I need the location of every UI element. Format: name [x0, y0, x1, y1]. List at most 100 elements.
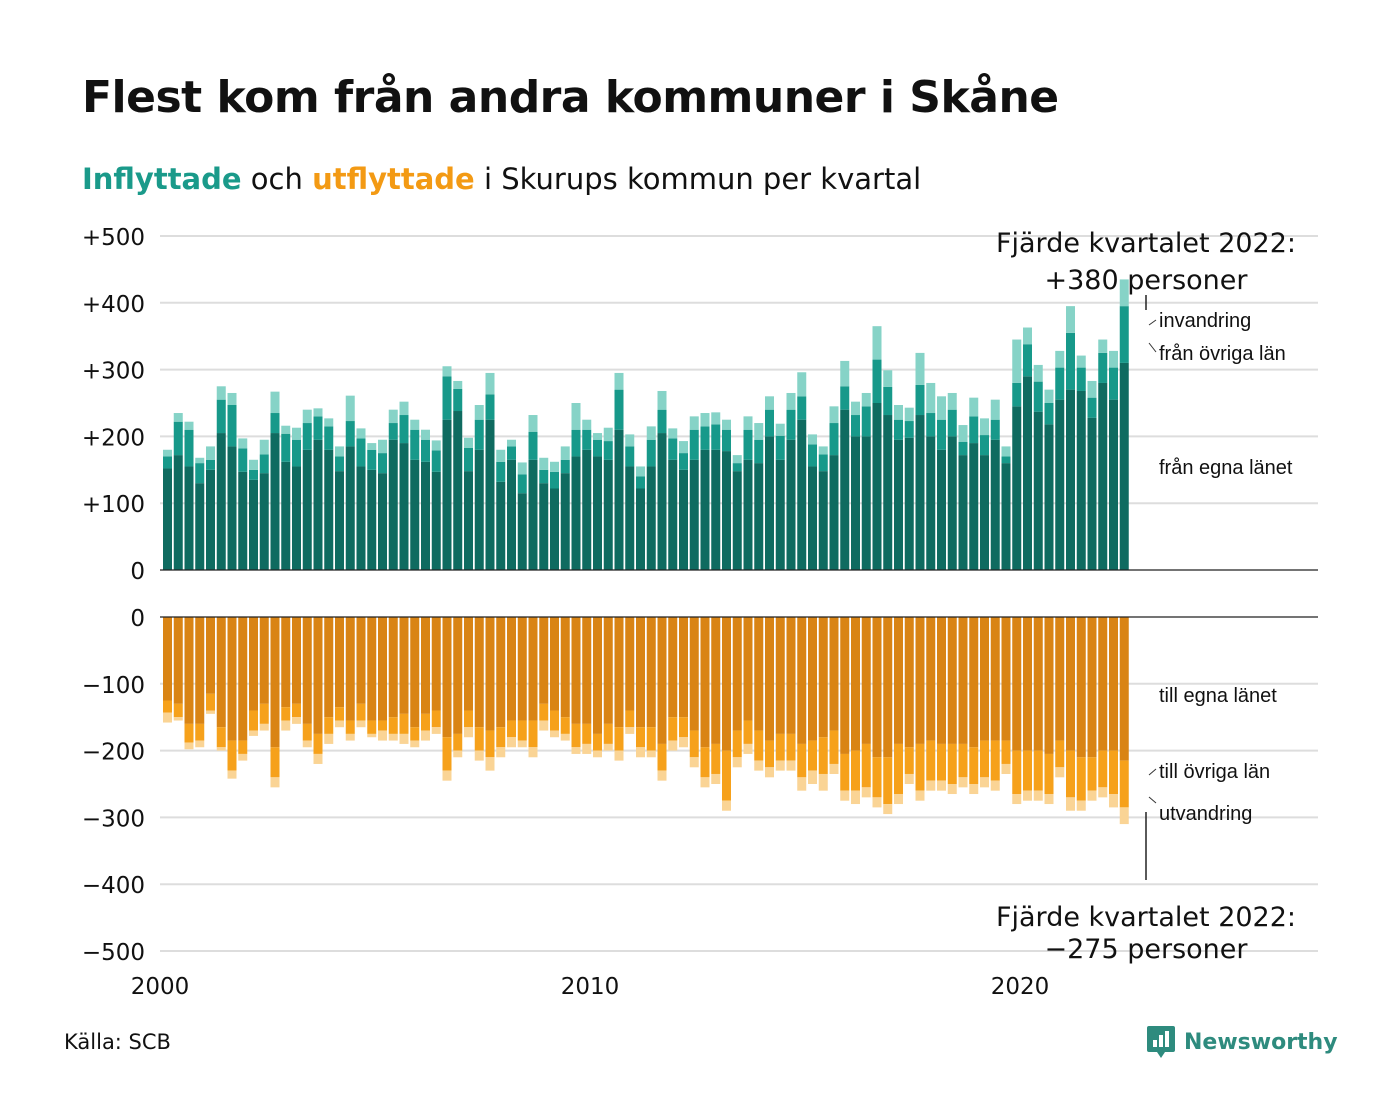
- bar-out-0: [786, 617, 796, 734]
- bar-in-2: [431, 440, 441, 451]
- bar-out-0: [356, 617, 366, 704]
- bar-out-1: [227, 740, 237, 771]
- bar-in-2: [464, 437, 473, 448]
- bar-out-0: [582, 617, 592, 724]
- bar-in-1: [1076, 367, 1086, 391]
- bar-in-2: [829, 406, 839, 424]
- bar-out-0: [797, 617, 807, 744]
- bar-in-2: [356, 428, 366, 439]
- bar-in-1: [431, 450, 441, 472]
- series-label-out: till egna länet: [1159, 685, 1277, 707]
- bar-out-2: [345, 733, 355, 741]
- bar-in-1: [292, 439, 301, 467]
- y-tick-label-bottom: −400: [82, 873, 145, 899]
- bar-in-0: [431, 471, 441, 570]
- subtitle-out-word: utflyttade: [312, 162, 475, 196]
- bar-in-0: [238, 471, 248, 570]
- bar-in-1: [485, 394, 495, 420]
- bar-out-2: [818, 773, 828, 791]
- bar-in-2: [958, 425, 968, 442]
- bar-out-0: [539, 617, 549, 704]
- bar-in-0: [829, 455, 839, 570]
- bar-out-0: [1076, 617, 1086, 758]
- bar-out-2: [743, 743, 753, 754]
- bar-in-1: [625, 446, 635, 467]
- brand-logo: Newsworthy: [1146, 1024, 1338, 1060]
- bar-in-1: [421, 439, 430, 462]
- bar-out-2: [915, 790, 925, 801]
- bar-in-1: [679, 453, 688, 470]
- bar-in-2: [292, 427, 301, 440]
- bar-in-2: [1076, 355, 1086, 368]
- bar-out-2: [840, 790, 850, 801]
- bar-out-1: [711, 743, 721, 774]
- bar-in-0: [313, 439, 323, 570]
- bar-out-0: [259, 617, 269, 704]
- bar-in-2: [216, 386, 226, 400]
- grid-lines: [160, 235, 1318, 952]
- bar-out-0: [453, 617, 463, 734]
- bar-in-0: [743, 459, 753, 570]
- bar-out-2: [904, 773, 914, 784]
- y-tick-label-bottom: −200: [82, 740, 145, 766]
- bar-out-0: [1012, 617, 1022, 751]
- bar-out-0: [926, 617, 936, 741]
- bar-out-2: [356, 720, 366, 728]
- y-tick-label-bottom: −100: [82, 673, 145, 699]
- bar-out-2: [1012, 794, 1022, 805]
- bar-out-1: [474, 727, 484, 751]
- bar-out-1: [442, 737, 452, 771]
- bar-out-1: [313, 733, 323, 754]
- bar-in-2: [195, 457, 205, 464]
- bar-in-1: [410, 429, 420, 460]
- bar-in-2: [249, 459, 258, 470]
- bar-in-1: [689, 429, 699, 460]
- bar-out-2: [775, 760, 785, 771]
- bar-out-0: [668, 617, 678, 718]
- bar-in-0: [227, 446, 237, 570]
- x-tick-label: 2020: [991, 974, 1050, 1000]
- bar-out-1: [840, 753, 850, 791]
- bar-in-0: [775, 459, 785, 570]
- bar-in-0: [302, 449, 312, 570]
- bar-in-0: [894, 439, 903, 570]
- bar-out-2: [1001, 763, 1011, 774]
- bar-in-0: [528, 459, 538, 570]
- bar-out-2: [1087, 790, 1097, 801]
- bar-in-0: [442, 419, 452, 570]
- bar-in-2: [625, 434, 635, 447]
- bar-in-1: [603, 441, 613, 460]
- bar-out-2: [227, 770, 237, 779]
- bar-in-0: [496, 481, 506, 570]
- bar-in-2: [818, 446, 828, 455]
- bar-out-0: [1055, 617, 1065, 741]
- bar-out-1: [324, 717, 334, 734]
- bar-out-0: [367, 617, 377, 721]
- bar-out-2: [646, 750, 656, 758]
- bar-out-0: [163, 617, 172, 701]
- bar-out-2: [861, 787, 871, 798]
- bar-in-0: [571, 456, 581, 570]
- bar-out-1: [722, 750, 731, 801]
- bar-out-2: [829, 763, 839, 774]
- bar-out-2: [872, 797, 882, 808]
- bar-in-2: [388, 409, 398, 424]
- bar-in-1: [894, 419, 903, 440]
- y-tick-label-bottom: 0: [130, 606, 145, 632]
- bar-out-0: [388, 617, 398, 718]
- bar-out-0: [937, 617, 946, 744]
- bar-in-2: [571, 403, 581, 430]
- bar-out-0: [861, 617, 871, 744]
- bar-in-0: [270, 433, 280, 570]
- bar-in-2: [421, 429, 430, 440]
- bar-in-1: [249, 469, 258, 480]
- bar-out-1: [539, 703, 549, 721]
- bar-out-1: [1001, 740, 1011, 764]
- bar-out-1: [1055, 740, 1065, 768]
- bar-in-0: [388, 439, 398, 570]
- bar-out-2: [453, 750, 463, 758]
- annotation-top-line: +380 personer: [1044, 265, 1248, 296]
- bar-out-2: [539, 720, 549, 731]
- bar-out-0: [872, 617, 882, 758]
